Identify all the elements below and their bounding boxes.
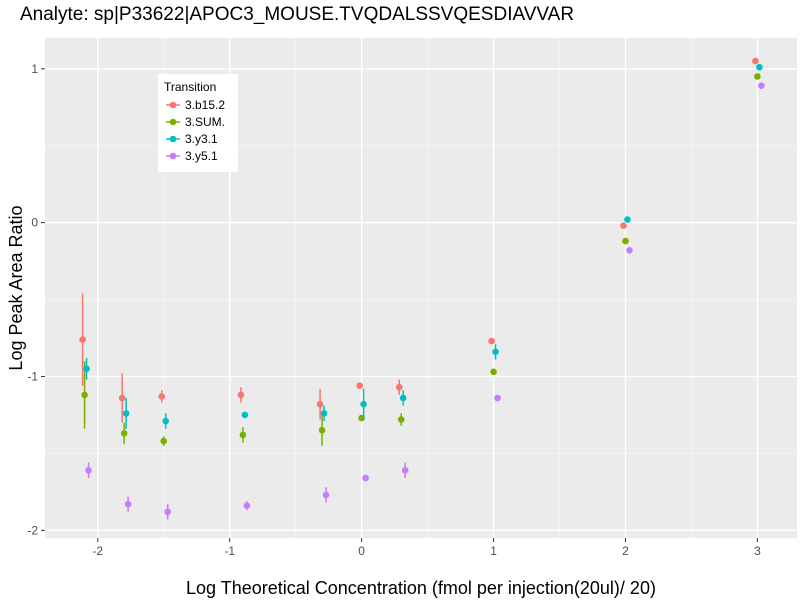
data-point xyxy=(356,382,363,389)
data-point xyxy=(158,393,166,400)
x-tick-label: 2 xyxy=(622,544,629,558)
data-point xyxy=(162,417,170,425)
legend-key-point xyxy=(169,101,177,109)
data-point xyxy=(241,411,249,419)
data-point xyxy=(164,508,171,516)
x-tick-label: -1 xyxy=(224,544,235,558)
data-point xyxy=(239,431,247,439)
data-point xyxy=(756,63,763,71)
data-point xyxy=(243,502,251,509)
legend-item-3.b15.2: 3.b15.2 xyxy=(166,98,225,112)
marks-layer xyxy=(79,57,765,520)
plot-panel xyxy=(45,38,797,538)
legend-item-3.SUM.: 3.SUM. xyxy=(166,115,225,129)
data-point xyxy=(320,410,328,417)
data-point xyxy=(362,474,369,482)
y-tick-label: -2 xyxy=(27,523,38,537)
data-point xyxy=(397,416,405,423)
chart-title: Analyte: sp|P33622|APOC3_MOUSE.TVQDALSSV… xyxy=(20,4,575,25)
data-point xyxy=(494,394,501,402)
data-point xyxy=(622,237,629,245)
data-point xyxy=(624,216,631,223)
x-tick-label: 0 xyxy=(358,544,365,558)
data-point xyxy=(490,368,497,376)
series-3.y3.1 xyxy=(83,63,763,429)
data-point xyxy=(85,467,92,474)
data-point xyxy=(124,500,132,508)
y-tick-label: 1 xyxy=(31,62,38,76)
y-tick-label: 0 xyxy=(31,216,38,230)
data-point xyxy=(401,467,409,474)
data-point xyxy=(395,383,403,391)
legend-title: Transition xyxy=(164,80,216,94)
data-point xyxy=(360,400,367,408)
data-point xyxy=(237,391,245,399)
x-tick-label: 3 xyxy=(754,544,761,558)
data-point xyxy=(758,82,765,89)
x-axis-title: Log Theoretical Concentration (fmol per … xyxy=(186,578,656,598)
legend-key-point xyxy=(169,135,177,143)
legend-item-3.y5.1: 3.y5.1 xyxy=(166,149,218,163)
data-point xyxy=(399,394,407,402)
data-point xyxy=(492,348,499,356)
legend: Transition 3.b15.2 3.SUM. 3.y3.1 3.y5.1 xyxy=(158,74,238,172)
legend-item-3.y3.1: 3.y3.1 xyxy=(166,132,218,146)
legend-key-point xyxy=(169,152,177,160)
data-point xyxy=(83,365,90,373)
data-point xyxy=(79,336,86,343)
legend-label: 3.b15.2 xyxy=(185,98,225,112)
y-tick-label: -1 xyxy=(27,369,38,383)
y-axis-title: Log Peak Area Ratio xyxy=(6,205,26,370)
data-point xyxy=(160,437,168,445)
data-point xyxy=(752,57,759,65)
series-3.SUM. xyxy=(81,73,761,446)
grid-layer xyxy=(45,38,797,538)
data-point xyxy=(620,222,627,229)
data-point xyxy=(316,400,324,408)
data-point xyxy=(122,410,130,417)
legend-label: 3.y3.1 xyxy=(185,132,218,146)
x-tick-label: 1 xyxy=(490,544,497,558)
ticks-layer: -2 -1 0 1 2 3 -2 -1 0 1 xyxy=(27,62,761,558)
series-3.y5.1 xyxy=(85,82,765,520)
data-point xyxy=(120,430,128,437)
data-point xyxy=(488,337,495,345)
data-point xyxy=(318,427,326,434)
data-point xyxy=(81,391,88,399)
x-tick-label: -2 xyxy=(92,544,103,558)
data-point xyxy=(754,73,761,80)
legend-label: 3.SUM. xyxy=(185,115,225,129)
data-point xyxy=(322,491,330,499)
data-point xyxy=(118,394,126,402)
data-point xyxy=(626,247,633,254)
series-3.b15.2 xyxy=(79,57,759,423)
legend-key-point xyxy=(169,118,177,126)
legend-label: 3.y5.1 xyxy=(185,149,218,163)
